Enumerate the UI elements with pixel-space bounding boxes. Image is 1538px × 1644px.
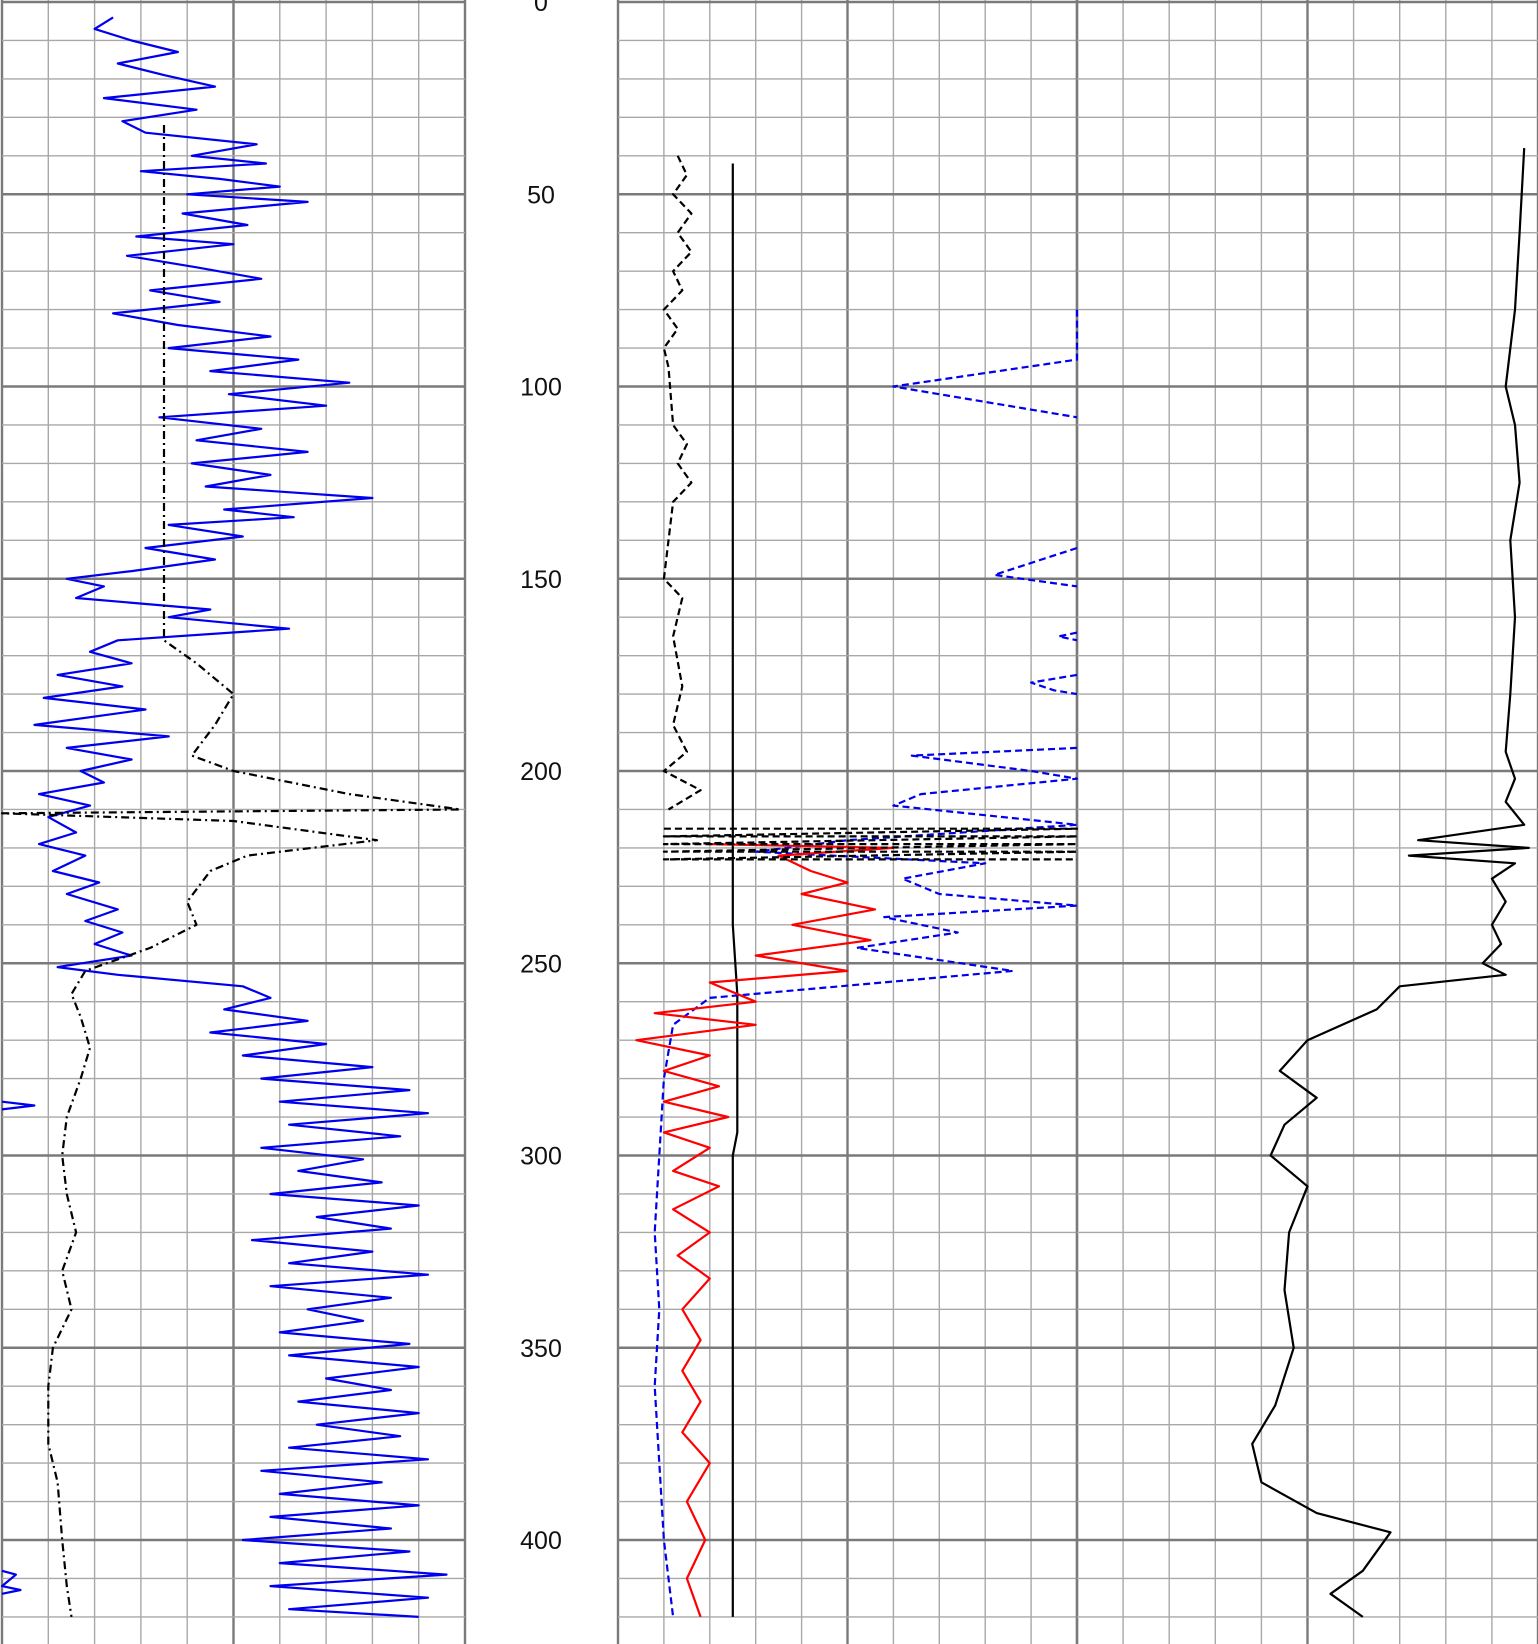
depth-tick-label: 150 [520, 566, 562, 594]
track-2-curve-2 [662, 155, 702, 811]
depth-tick-label: 200 [520, 758, 562, 786]
track-2-curve-1 [731, 163, 739, 1617]
track-2-curve-6 [1029, 673, 1078, 696]
track-1-curve-4 [0, 125, 462, 1618]
depth-tick-label: 0 [534, 0, 548, 17]
depth-tick-label: 50 [527, 181, 555, 209]
track-2-curve-3 [892, 309, 1079, 419]
depth-tick-label: 350 [520, 1335, 562, 1363]
curve-layer [0, 16, 1530, 1618]
track-2-curve-4 [993, 546, 1078, 588]
track-2-curve-9 [662, 827, 1079, 861]
track-3-curve-1 [1251, 148, 1530, 1618]
depth-tick-label: 300 [520, 1143, 562, 1171]
track-2-curve-8 [635, 843, 895, 1618]
depth-tick-label: 100 [520, 374, 562, 402]
depth-tick-label: 250 [520, 950, 562, 978]
track-1-curve-3 [0, 1569, 22, 1595]
depth-axis: 0 50 100 150 200 250 300 350 400 [520, 0, 562, 1555]
track-1-curve-2 [1, 1100, 36, 1111]
track-1-curve-1 [33, 16, 448, 1618]
depth-tick-label: 400 [520, 1527, 562, 1555]
track-2-curve-7 [653, 746, 1079, 1618]
track-2-curve-5 [1057, 631, 1078, 642]
